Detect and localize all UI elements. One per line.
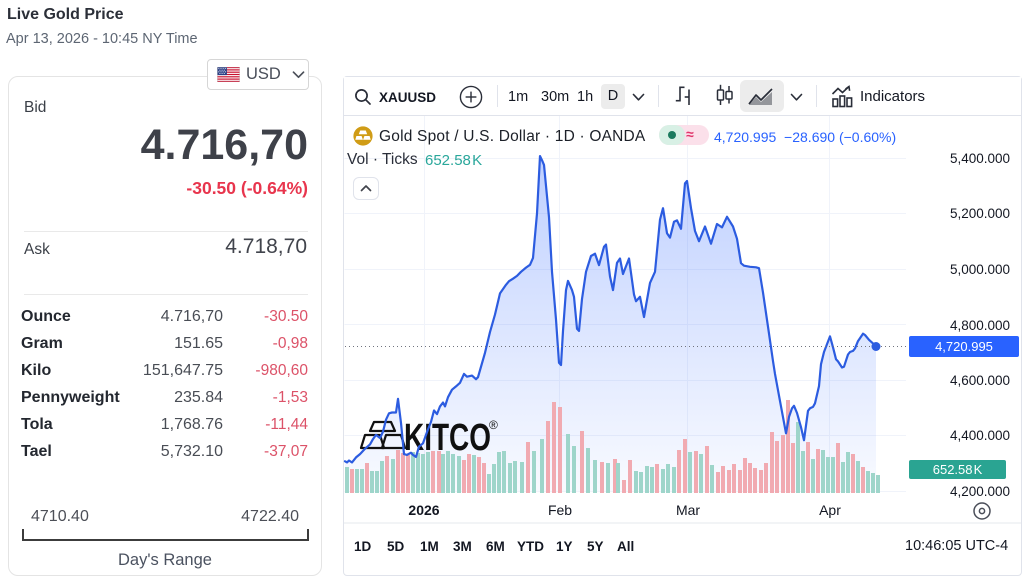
svg-text:®: ® — [489, 418, 498, 432]
